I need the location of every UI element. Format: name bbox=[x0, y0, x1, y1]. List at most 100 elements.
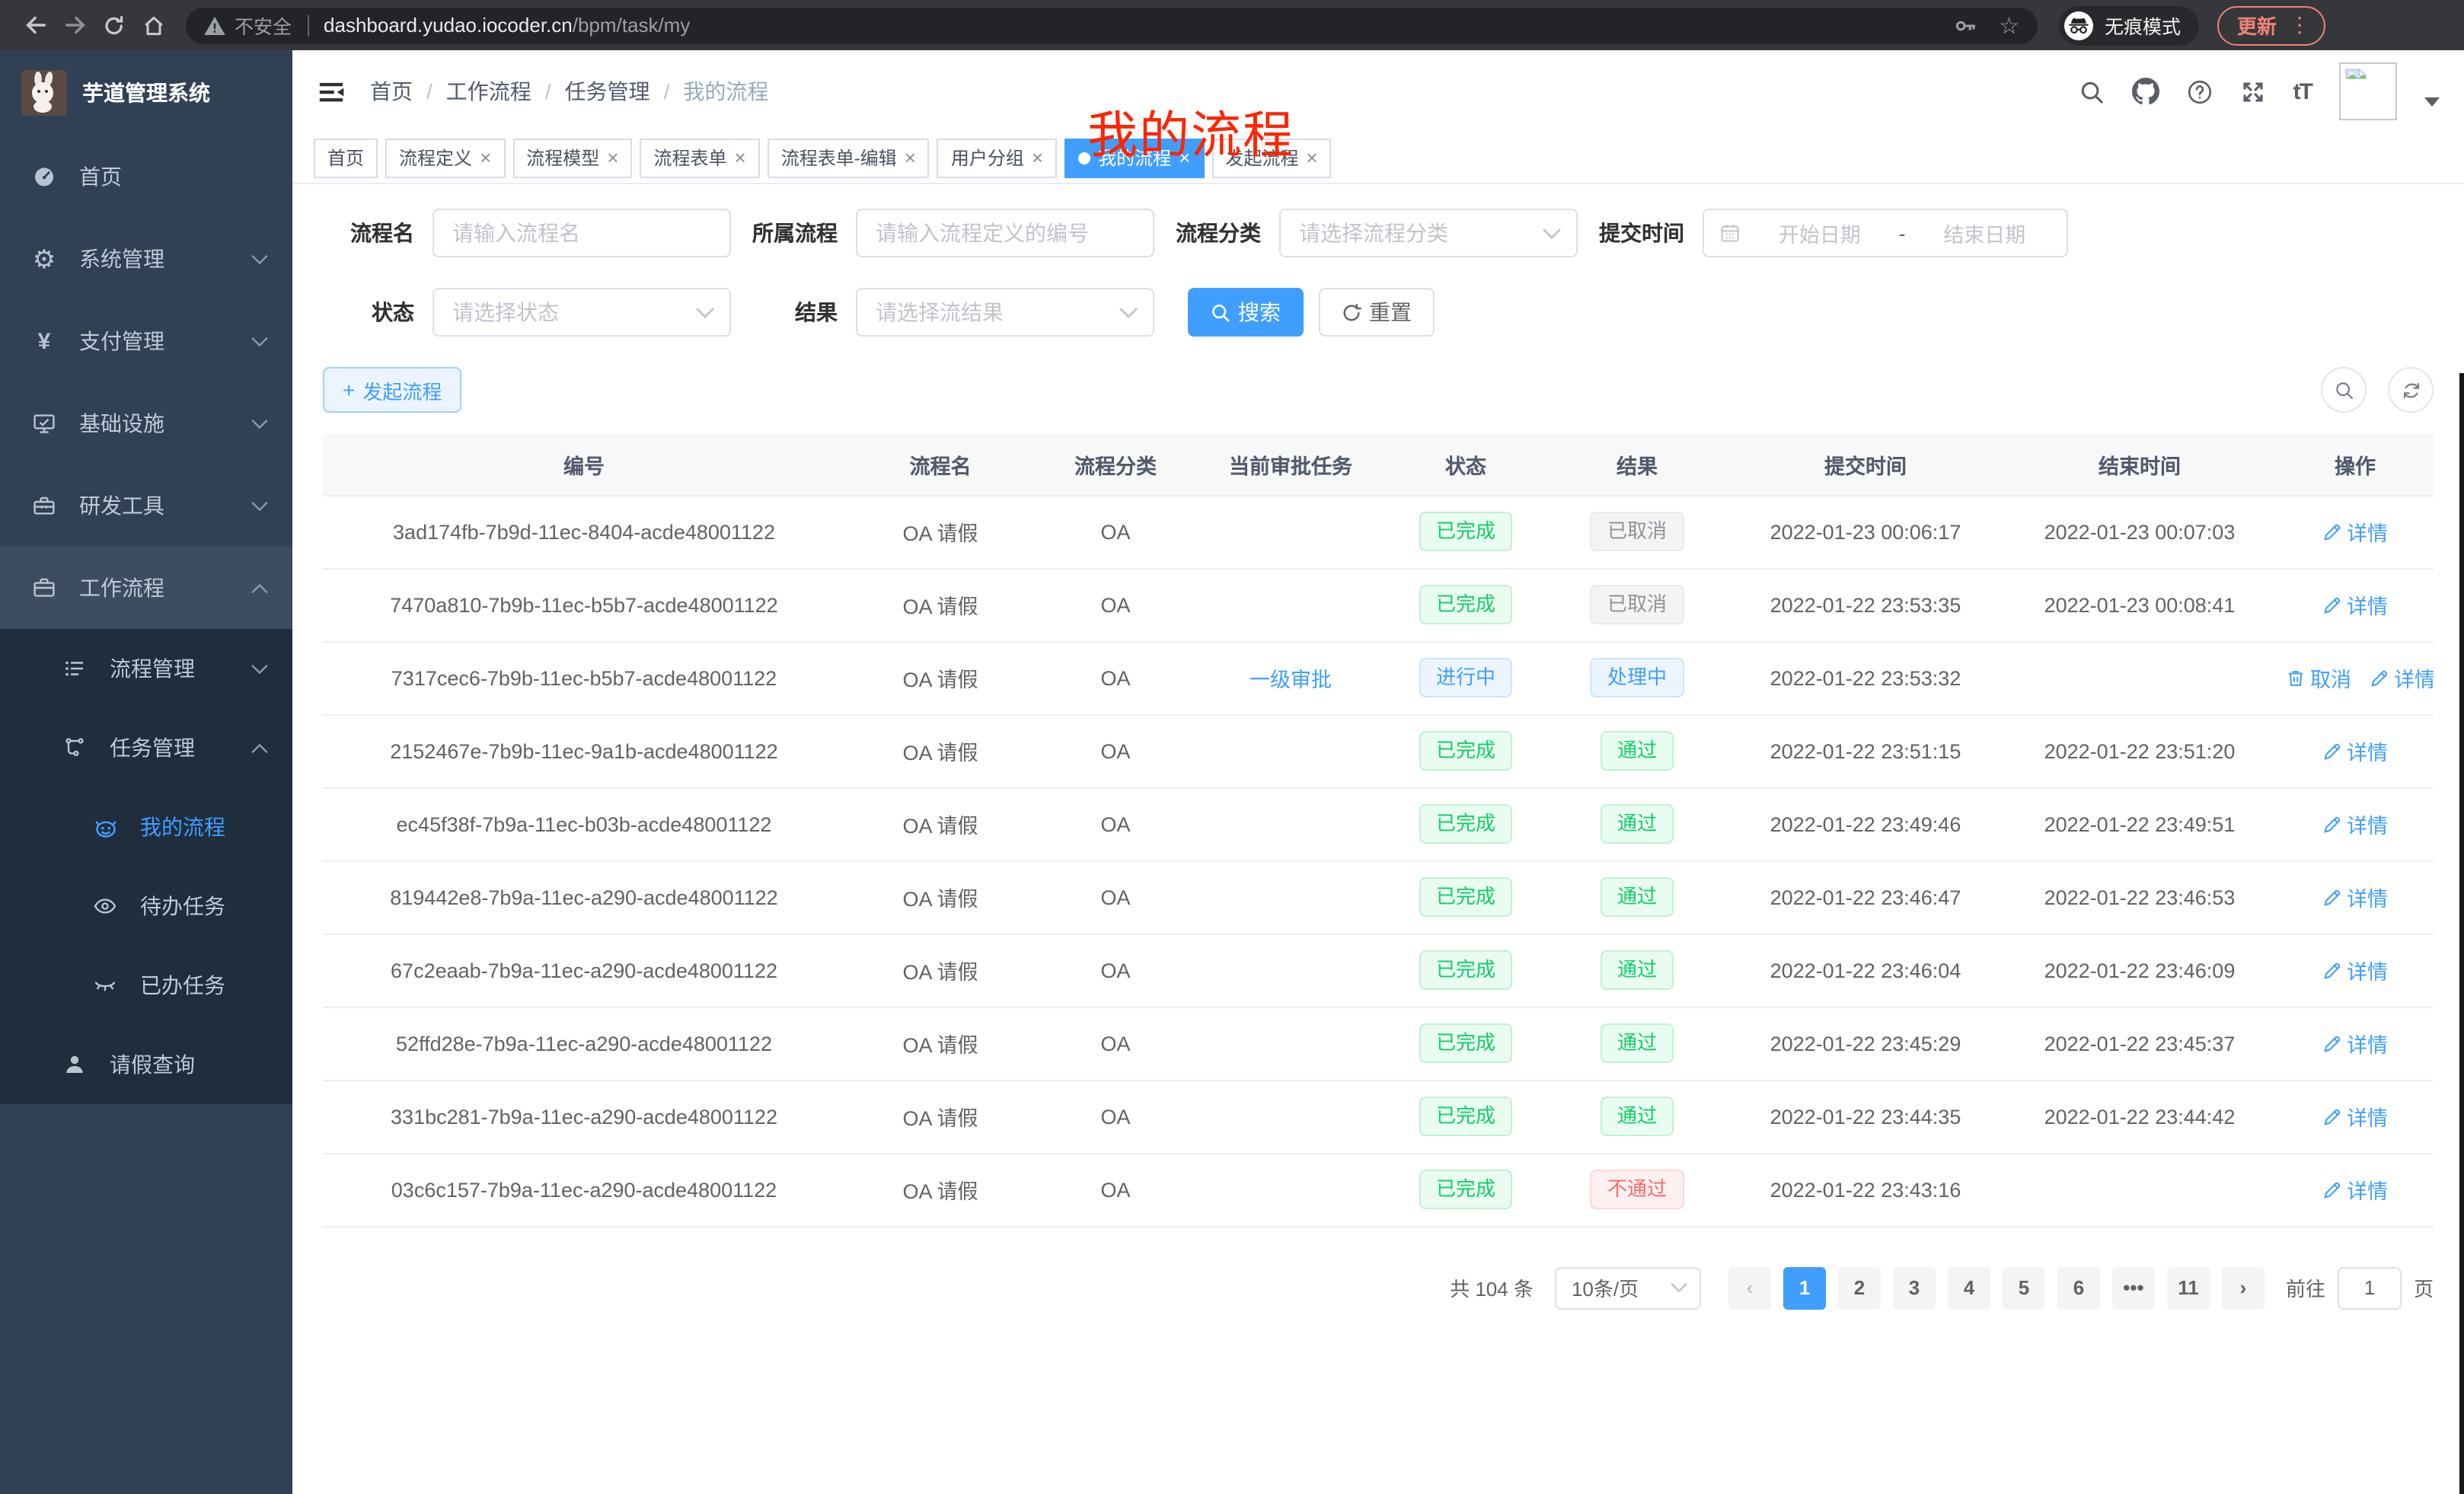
page-size-select[interactable]: 10条/页 bbox=[1554, 1266, 1701, 1309]
help-icon[interactable] bbox=[2187, 78, 2213, 104]
breadcrumb-workflow[interactable]: 工作流程 bbox=[445, 79, 531, 104]
browser-menu-icon[interactable]: ⋮ bbox=[2289, 12, 2311, 37]
sidebar-item-my-process[interactable]: 我的流程 bbox=[0, 787, 292, 867]
sidebar-item-home[interactable]: 首页 bbox=[0, 136, 292, 218]
window-edge bbox=[2459, 373, 2464, 1494]
refresh-list-button[interactable] bbox=[2388, 367, 2434, 413]
create-process-button[interactable]: + 发起流程 bbox=[323, 367, 462, 413]
process-category: OA bbox=[1036, 787, 1195, 861]
reset-button[interactable]: 重置 bbox=[1319, 288, 1435, 337]
update-button[interactable]: 更新 ⋮ bbox=[2217, 5, 2326, 45]
breadcrumb-task-mgmt[interactable]: 任务管理 bbox=[564, 79, 650, 104]
page-button-5[interactable]: 5 bbox=[2002, 1266, 2045, 1309]
detail-link[interactable]: 详情 bbox=[2322, 1028, 2388, 1058]
browser-reload-icon[interactable] bbox=[94, 5, 134, 45]
tab-发起流程[interactable]: 发起流程 × bbox=[1211, 138, 1332, 177]
sidebar-item-label: 任务管理 bbox=[110, 736, 195, 760]
tab-流程表单[interactable]: 流程表单 × bbox=[640, 138, 760, 177]
incognito-icon bbox=[2063, 10, 2094, 40]
tab-流程表单-编辑[interactable]: 流程表单-编辑 × bbox=[767, 138, 930, 177]
app-logo-row[interactable]: 芋道管理系统 bbox=[0, 50, 292, 136]
sidebar-item-payment[interactable]: ¥ 支付管理 bbox=[0, 300, 292, 382]
status-cell: 已完成 bbox=[1386, 1153, 1546, 1227]
process-category: OA bbox=[1036, 1007, 1195, 1081]
sidebar-item-todo-tasks[interactable]: 待办任务 bbox=[0, 867, 292, 946]
detail-link[interactable]: 详情 bbox=[2322, 809, 2388, 839]
main-panel: 我的流程 首页 / 工作流程 / 任务管理 / 我的流程 bbox=[292, 50, 2464, 1494]
security-label[interactable]: 不安全 bbox=[235, 17, 292, 38]
close-tab-icon[interactable]: × bbox=[734, 146, 746, 169]
breadcrumb-home[interactable]: 首页 bbox=[370, 79, 413, 104]
close-tab-icon[interactable]: × bbox=[607, 146, 619, 169]
tab-首页[interactable]: 首页 bbox=[314, 138, 378, 177]
fullscreen-icon[interactable] bbox=[2240, 78, 2266, 104]
tab-流程定义[interactable]: 流程定义 × bbox=[385, 138, 506, 177]
process-id: 52ffd28e-7b9a-11ec-a290-acde48001122 bbox=[323, 1007, 845, 1081]
prev-page-button[interactable]: ‹ bbox=[1728, 1266, 1771, 1309]
end-date-placeholder[interactable]: 结束日期 bbox=[1943, 224, 2026, 247]
process-definition-input[interactable] bbox=[856, 209, 1154, 257]
date-range-picker[interactable]: 开始日期 - 结束日期 bbox=[1703, 209, 2068, 257]
sidebar-item-done-tasks[interactable]: 已办任务 bbox=[0, 946, 292, 1025]
next-page-button[interactable]: › bbox=[2221, 1266, 2265, 1309]
tab-流程模型[interactable]: 流程模型 × bbox=[512, 138, 633, 177]
detail-link[interactable]: 详情 bbox=[2370, 662, 2434, 693]
close-tab-icon[interactable]: × bbox=[1179, 146, 1191, 169]
status-select[interactable]: 请选择状态 bbox=[432, 288, 731, 337]
close-tab-icon[interactable]: × bbox=[1306, 146, 1318, 169]
search-button[interactable]: 搜索 bbox=[1188, 288, 1304, 337]
start-date-placeholder[interactable]: 开始日期 bbox=[1778, 224, 1861, 247]
page-button-4[interactable]: 4 bbox=[1947, 1266, 1990, 1309]
sidebar-item-leave-query[interactable]: 请假查询 bbox=[0, 1025, 292, 1104]
detail-link[interactable]: 详情 bbox=[2322, 955, 2388, 985]
result-cell: 通过 bbox=[1546, 1080, 1728, 1154]
tab-用户分组[interactable]: 用户分组 × bbox=[937, 138, 1058, 177]
result-select[interactable]: 请选择流结果 bbox=[856, 288, 1154, 337]
detail-link[interactable]: 详情 bbox=[2322, 736, 2388, 766]
sidebar-item-infra[interactable]: 基础设施 bbox=[0, 382, 292, 464]
detail-link[interactable]: 详情 bbox=[2322, 589, 2388, 620]
show-search-button[interactable] bbox=[2321, 367, 2367, 413]
browser-back-icon[interactable] bbox=[15, 5, 55, 45]
sidebar-item-system[interactable]: ⚙ 系统管理 bbox=[0, 218, 292, 300]
avatar-caret-icon[interactable] bbox=[2424, 97, 2440, 107]
sidebar-item-workflow[interactable]: 工作流程 bbox=[0, 547, 292, 629]
font-size-icon[interactable]: tT bbox=[2293, 78, 2313, 104]
update-label[interactable]: 更新 bbox=[2237, 15, 2277, 38]
page-button-1[interactable]: 1 bbox=[1783, 1266, 1826, 1309]
process-id: 7317cec6-7b9b-11ec-b5b7-acde48001122 bbox=[323, 641, 845, 715]
sidebar-item-process-mgmt[interactable]: 流程管理 bbox=[0, 629, 292, 708]
page-button-6[interactable]: 6 bbox=[2057, 1266, 2100, 1309]
detail-link[interactable]: 详情 bbox=[2322, 516, 2388, 547]
key-icon[interactable] bbox=[1953, 13, 1977, 37]
close-tab-icon[interactable]: × bbox=[1031, 146, 1044, 169]
status-cell: 进行中 bbox=[1386, 641, 1546, 715]
bookmark-star-icon[interactable]: ☆ bbox=[1999, 13, 2019, 39]
detail-link[interactable]: 详情 bbox=[2322, 1174, 2388, 1205]
sidebar-collapse-icon[interactable] bbox=[317, 77, 346, 106]
github-icon[interactable] bbox=[2131, 78, 2159, 105]
close-tab-icon[interactable]: × bbox=[904, 146, 916, 169]
incognito-label: 无痕模式 bbox=[2105, 17, 2182, 38]
cancel-link[interactable]: 取消 bbox=[2286, 662, 2351, 693]
close-tab-icon[interactable]: × bbox=[480, 146, 492, 169]
avatar[interactable] bbox=[2339, 62, 2397, 120]
goto-page-input[interactable] bbox=[2337, 1266, 2402, 1309]
page-button-2[interactable]: 2 bbox=[1837, 1266, 1881, 1309]
category-select[interactable]: 请选择流程分类 bbox=[1279, 209, 1578, 257]
detail-link[interactable]: 详情 bbox=[2322, 1101, 2388, 1132]
address-bar[interactable]: 不安全 dashboard.yudao.iocoder.cn/bpm/task/… bbox=[186, 7, 2038, 43]
sidebar-item-task-mgmt[interactable]: 任务管理 bbox=[0, 708, 292, 787]
detail-link[interactable]: 详情 bbox=[2322, 882, 2388, 912]
task-link[interactable]: 一级审批 bbox=[1250, 669, 1332, 691]
page-button-3[interactable]: 3 bbox=[1892, 1266, 1936, 1309]
browser-forward-icon[interactable] bbox=[55, 5, 94, 45]
page-ellipsis[interactable]: ••• bbox=[2111, 1266, 2155, 1309]
sidebar-item-devtools[interactable]: 研发工具 bbox=[0, 464, 292, 547]
process-id: 2152467e-7b9b-11ec-9a1b-acde48001122 bbox=[323, 714, 845, 788]
search-icon[interactable] bbox=[2079, 78, 2105, 104]
browser-home-icon[interactable] bbox=[134, 5, 174, 45]
page-button-11[interactable]: 11 bbox=[2166, 1266, 2210, 1309]
tab-我的流程[interactable]: 我的流程 × bbox=[1064, 138, 1205, 177]
process-name-input[interactable] bbox=[432, 209, 731, 257]
